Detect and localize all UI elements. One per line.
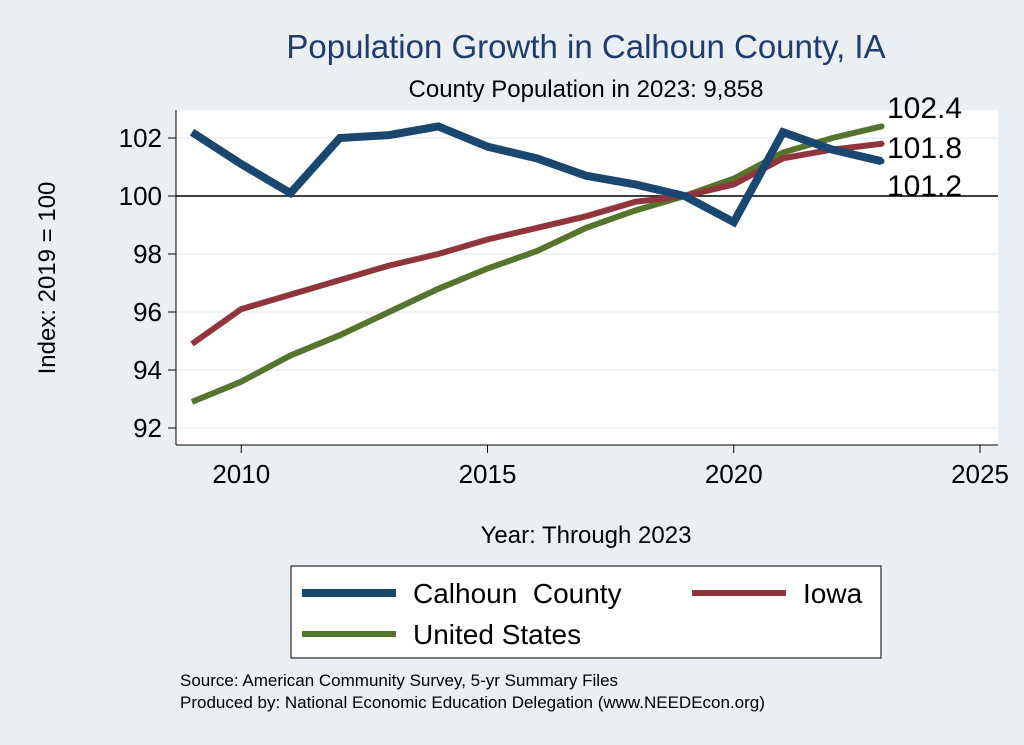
x-tick-label-2020: 2020 — [705, 459, 763, 489]
end-point-calhoun-county — [878, 158, 885, 165]
legend-label-iowa: Iowa — [803, 578, 863, 609]
end-point-iowa — [878, 140, 885, 147]
series-line-calhoun-county — [189, 122, 883, 228]
x-tick-label-2010: 2010 — [212, 459, 270, 489]
end-label-united-states: 102.4 — [887, 92, 962, 125]
series-lines — [189, 122, 885, 405]
x-tick-label-2025: 2025 — [951, 459, 1009, 489]
chart-title: Population Growth in Calhoun County, IA — [286, 28, 885, 65]
x-tick-label-2015: 2015 — [459, 459, 517, 489]
end-point-united-states — [878, 123, 885, 130]
source-note: Source: American Community Survey, 5-yr … — [180, 671, 618, 690]
y-axis-label: Index: 2019 = 100 — [34, 182, 61, 375]
axes: 92 94 96 98 100 102 2010 2015 2020 2025 — [119, 110, 1009, 489]
gridlines — [176, 137, 998, 429]
y-tick-label-96: 96 — [133, 297, 162, 327]
end-label-iowa: 101.8 — [887, 132, 962, 165]
y-tick-label-98: 98 — [133, 239, 162, 269]
legend: Calhoun County Iowa United States — [290, 565, 882, 659]
y-tick-label-94: 94 — [133, 355, 162, 385]
y-tick-label-92: 92 — [133, 413, 162, 443]
producer-note: Produced by: National Economic Education… — [180, 693, 765, 712]
y-tick-label-102: 102 — [119, 123, 162, 153]
end-labels: 102.4 101.8 101.2 — [887, 92, 962, 203]
legend-box — [290, 565, 882, 659]
legend-label-us: United States — [413, 619, 581, 650]
legend-label-calhoun: Calhoun County — [413, 578, 622, 609]
chart-subtitle: County Population in 2023: 9,858 — [409, 76, 764, 103]
y-tick-label-100: 100 — [119, 181, 162, 211]
end-label-calhoun-county: 101.2 — [887, 170, 962, 203]
x-axis-label: Year: Through 2023 — [481, 522, 692, 549]
